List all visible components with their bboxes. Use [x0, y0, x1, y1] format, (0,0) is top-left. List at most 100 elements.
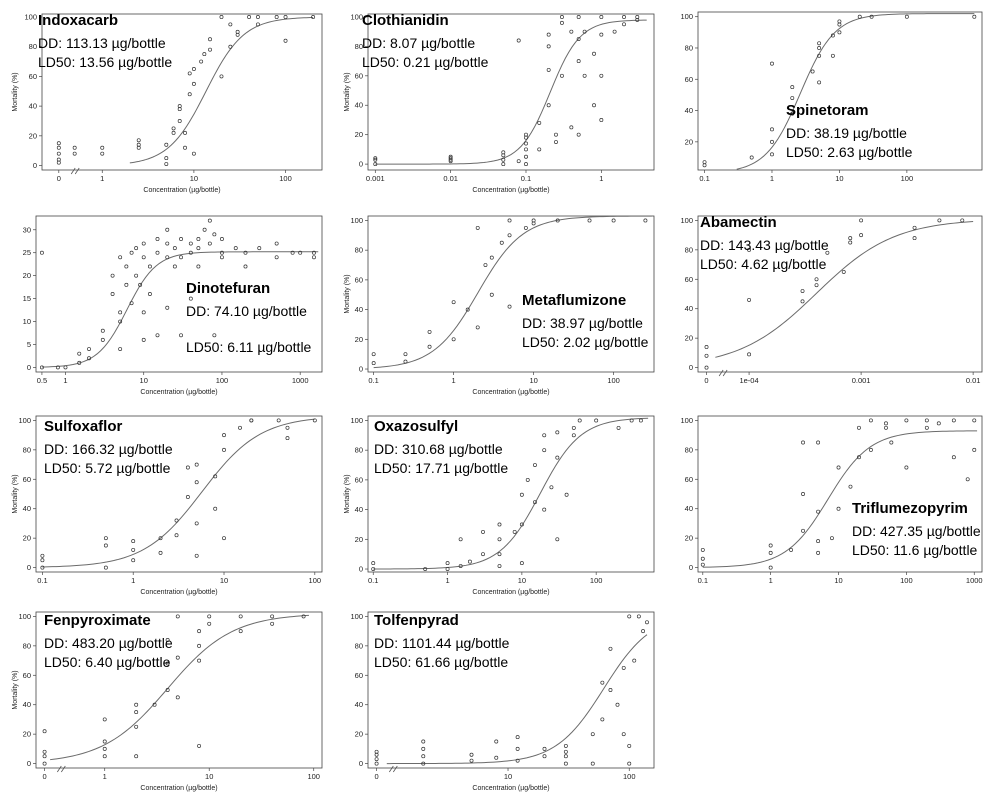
chart-panel-p11: 0 20 40 60 80 100 0 10 100 Concentration (µg/bott… [340, 604, 660, 794]
data-point [451, 300, 456, 305]
data-point [174, 533, 179, 538]
x-axis-label: Concentration (µg/bottle) [472, 785, 549, 792]
y-tick-label: 30 [23, 225, 31, 234]
x-tick-label: 100 [309, 576, 322, 585]
data-point [196, 264, 201, 269]
ld50-annotation: LD50: 6.11 µg/bottle [186, 339, 312, 355]
data-point [563, 761, 568, 766]
data-point [312, 255, 316, 260]
data-point [301, 614, 306, 619]
x-tick-label: 0.1 [699, 174, 709, 183]
data-point [212, 232, 217, 237]
x-tick-label: 1e-04 [739, 376, 758, 385]
data-point [285, 425, 290, 430]
axis-break [56, 765, 62, 773]
data-point [830, 53, 835, 58]
data-point [238, 614, 243, 619]
data-point [608, 688, 613, 692]
y-tick-label: 15 [23, 294, 31, 303]
data-point [187, 71, 192, 76]
y-tick-label: 0 [27, 563, 31, 572]
data-point [559, 20, 564, 25]
data-point [207, 218, 212, 223]
plot-frame [35, 215, 323, 373]
plot-frame [367, 415, 655, 573]
data-point [423, 567, 428, 571]
data-point [56, 141, 61, 146]
data-point [373, 162, 378, 167]
data-point [207, 241, 212, 246]
chart-svg: 0 20 40 60 80 100 0 10 100 Concentration (µg/bott… [350, 611, 655, 792]
data-point [118, 347, 123, 352]
chart-svg: 0 5 10 15 20 25 30 0.5 1 10 100 1000 Concentration (… [23, 215, 323, 396]
plot-frame [35, 415, 323, 573]
y-tick-label: 40 [685, 106, 693, 115]
data-point [600, 680, 605, 685]
chart-title: Tolfenpyrad [374, 612, 459, 629]
y-axis-label: Mortality (%) [344, 72, 351, 111]
data-point [582, 29, 587, 34]
data-point [563, 743, 568, 748]
axis-break [718, 369, 724, 377]
data-point [448, 156, 453, 161]
y-tick-label: 40 [355, 505, 363, 514]
data-point [371, 352, 376, 357]
y-tick-label: 80 [355, 641, 363, 650]
data-point [889, 440, 894, 445]
data-point [188, 241, 193, 246]
data-point [559, 73, 564, 78]
data-point [770, 127, 774, 132]
data-point [790, 111, 795, 116]
data-point [912, 225, 917, 230]
x-tick-label: 100 [307, 772, 320, 781]
fitted-curve [129, 16, 314, 164]
data-point [768, 543, 773, 548]
chart-title: Abamectin [700, 214, 777, 231]
data-point [183, 130, 187, 135]
data-point [374, 761, 379, 766]
data-point [371, 361, 376, 366]
data-point [134, 246, 139, 251]
data-point [467, 559, 472, 564]
data-point [55, 365, 60, 370]
data-point [816, 509, 821, 514]
data-point [497, 537, 502, 542]
data-point [421, 746, 426, 751]
data-point [587, 218, 592, 223]
data-point [608, 646, 613, 651]
data-point [165, 241, 170, 246]
data-point [951, 418, 956, 423]
ld50-annotation: LD50: 5.72 µg/bottle [44, 460, 171, 476]
data-point [612, 29, 617, 34]
x-tick-label: 0 [374, 772, 378, 781]
x-tick-label: 0 [57, 174, 61, 183]
data-point [164, 162, 169, 167]
data-point [924, 425, 929, 430]
data-point [749, 155, 754, 160]
data-point [212, 333, 217, 338]
x-axis-label: Concentration (µg/bottle) [472, 389, 549, 396]
data-point [507, 304, 512, 309]
data-point [172, 264, 177, 269]
data-point [590, 761, 595, 766]
y-tick-label: 0 [33, 161, 37, 170]
data-point [131, 558, 136, 563]
data-point [600, 717, 605, 722]
data-point [222, 447, 226, 452]
x-tick-label: 1 [100, 174, 104, 183]
data-point [524, 154, 528, 159]
data-point [228, 44, 233, 49]
data-point [546, 103, 551, 108]
data-point [704, 353, 709, 358]
dd-annotation: DD: 427.35 µg/bottle [852, 523, 981, 539]
data-point [185, 494, 190, 499]
data-point [611, 218, 616, 223]
x-tick-label: 0 [42, 772, 46, 781]
data-point [704, 365, 709, 370]
data-point [196, 246, 201, 251]
axis-break [70, 167, 76, 175]
y-tick-label: 80 [29, 42, 37, 51]
data-point [515, 758, 520, 763]
data-point [465, 307, 470, 312]
x-tick-label: 100 [623, 772, 636, 781]
